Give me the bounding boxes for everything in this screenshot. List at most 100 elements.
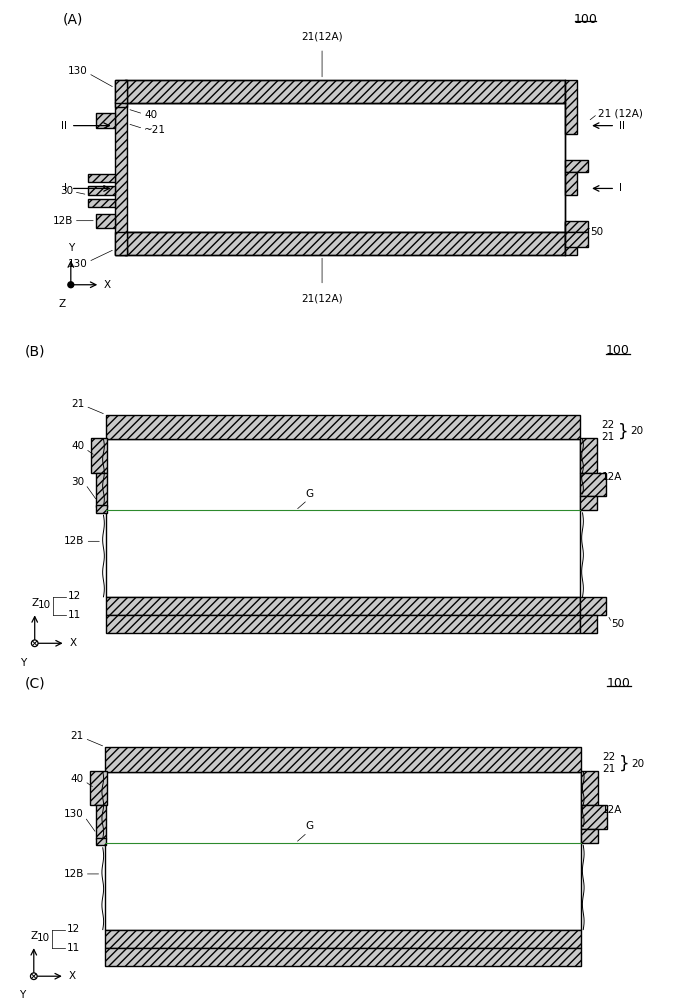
Text: Y: Y bbox=[20, 658, 26, 668]
Text: 50: 50 bbox=[611, 619, 624, 629]
Bar bbox=[88, 186, 115, 195]
Text: 21(12A): 21(12A) bbox=[301, 293, 343, 303]
Text: }: } bbox=[619, 755, 630, 773]
Text: 30: 30 bbox=[71, 477, 84, 487]
Text: Z: Z bbox=[58, 299, 65, 309]
Text: 11: 11 bbox=[67, 943, 80, 953]
Text: 22: 22 bbox=[602, 752, 615, 762]
Text: 21: 21 bbox=[71, 399, 84, 409]
Text: 40: 40 bbox=[71, 441, 84, 451]
Bar bbox=[565, 172, 577, 195]
Text: Z: Z bbox=[30, 931, 37, 941]
Bar bbox=[91, 438, 107, 473]
Text: 11: 11 bbox=[68, 610, 81, 620]
Bar bbox=[95, 805, 106, 839]
Text: 12: 12 bbox=[67, 924, 80, 934]
Text: 100: 100 bbox=[606, 344, 630, 357]
Text: 12: 12 bbox=[68, 591, 81, 601]
Bar bbox=[96, 473, 107, 507]
Text: 20: 20 bbox=[631, 759, 644, 769]
Bar bbox=[126, 80, 565, 103]
Text: X: X bbox=[104, 280, 110, 290]
Bar bbox=[580, 496, 597, 510]
Bar bbox=[580, 438, 597, 473]
Text: Y: Y bbox=[19, 990, 25, 1000]
Bar bbox=[565, 232, 588, 247]
Text: 50: 50 bbox=[590, 227, 603, 237]
Text: (A): (A) bbox=[62, 13, 83, 27]
Bar bbox=[565, 160, 588, 172]
Bar bbox=[126, 232, 565, 255]
Text: X: X bbox=[69, 971, 75, 981]
Bar bbox=[580, 473, 606, 496]
Text: 21 (12A): 21 (12A) bbox=[598, 108, 643, 118]
Text: 21: 21 bbox=[602, 432, 615, 442]
Bar bbox=[115, 102, 126, 107]
Text: Z: Z bbox=[31, 598, 38, 608]
Text: 130: 130 bbox=[68, 66, 88, 76]
Circle shape bbox=[68, 282, 73, 288]
Bar bbox=[115, 80, 126, 103]
Bar bbox=[105, 747, 581, 772]
Bar bbox=[565, 221, 588, 232]
Text: II: II bbox=[60, 121, 67, 131]
Text: 100: 100 bbox=[574, 13, 598, 26]
Bar bbox=[105, 772, 581, 930]
Bar bbox=[115, 250, 126, 255]
Bar bbox=[96, 113, 115, 128]
Bar bbox=[106, 597, 580, 615]
Bar bbox=[581, 829, 598, 843]
Bar bbox=[580, 615, 597, 633]
Text: 21(12A): 21(12A) bbox=[301, 32, 343, 42]
Text: 40: 40 bbox=[71, 774, 84, 784]
Bar bbox=[580, 597, 606, 615]
Text: 10: 10 bbox=[38, 600, 51, 610]
Text: I: I bbox=[619, 183, 622, 193]
Text: 21: 21 bbox=[602, 764, 615, 774]
Circle shape bbox=[32, 640, 38, 647]
Bar bbox=[106, 415, 580, 439]
Text: 21: 21 bbox=[71, 731, 84, 741]
Bar bbox=[115, 232, 126, 255]
Bar bbox=[96, 214, 115, 228]
Bar bbox=[106, 439, 580, 597]
Text: 22: 22 bbox=[602, 420, 615, 430]
Text: G: G bbox=[305, 821, 313, 831]
Text: 10: 10 bbox=[37, 933, 51, 943]
Text: 12B: 12B bbox=[63, 869, 84, 879]
Text: 40: 40 bbox=[144, 110, 157, 120]
Circle shape bbox=[30, 973, 37, 980]
Text: 12A: 12A bbox=[602, 472, 622, 482]
Bar bbox=[96, 505, 107, 513]
Bar bbox=[565, 222, 577, 255]
Bar bbox=[581, 805, 607, 829]
Text: II: II bbox=[619, 121, 626, 131]
Text: 130: 130 bbox=[68, 259, 88, 269]
Bar bbox=[88, 174, 115, 182]
Text: I: I bbox=[64, 183, 67, 193]
Text: 20: 20 bbox=[630, 426, 643, 436]
Text: G: G bbox=[305, 489, 314, 499]
Bar bbox=[126, 103, 565, 232]
Text: 12B: 12B bbox=[64, 536, 84, 546]
Text: (C): (C) bbox=[24, 677, 45, 691]
Text: Y: Y bbox=[68, 243, 74, 253]
Bar bbox=[90, 771, 106, 805]
Bar bbox=[115, 80, 126, 255]
Text: 100: 100 bbox=[607, 677, 631, 690]
Text: ~21: ~21 bbox=[144, 125, 166, 135]
Text: 12A: 12A bbox=[602, 805, 623, 815]
Bar bbox=[565, 80, 577, 134]
Bar bbox=[95, 838, 106, 845]
Bar bbox=[581, 771, 598, 805]
Text: (B): (B) bbox=[25, 344, 46, 358]
Text: 12B: 12B bbox=[53, 216, 73, 226]
Text: }: } bbox=[618, 422, 628, 440]
Bar bbox=[88, 199, 115, 207]
Bar bbox=[105, 930, 581, 948]
Text: 130: 130 bbox=[64, 809, 84, 819]
Bar bbox=[106, 615, 580, 633]
Text: X: X bbox=[69, 638, 76, 648]
Text: 30: 30 bbox=[60, 186, 73, 196]
Bar bbox=[105, 948, 581, 966]
